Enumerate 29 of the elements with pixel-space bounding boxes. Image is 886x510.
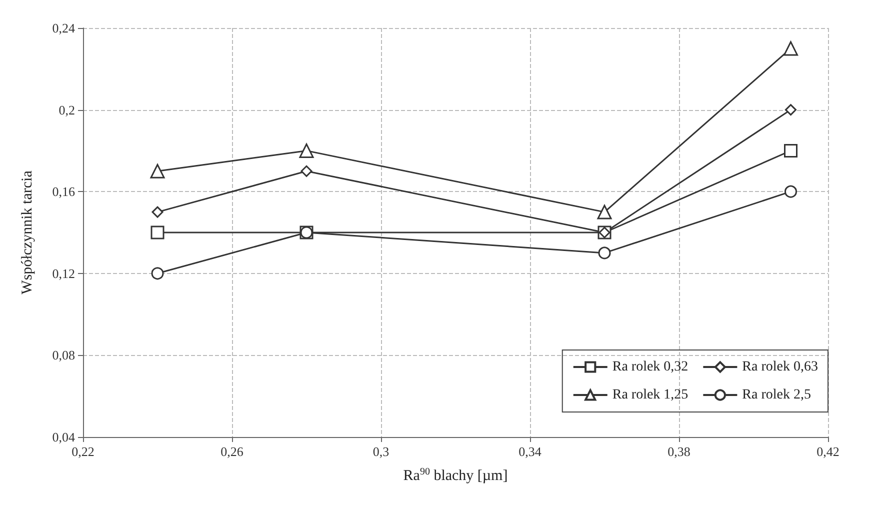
point <box>150 164 165 178</box>
point <box>597 204 612 220</box>
legend-label: Ra rolek 1,25 <box>612 388 688 402</box>
point <box>299 143 314 158</box>
point <box>150 226 164 240</box>
y-tick-label: 0,08 <box>52 348 75 363</box>
legend-label: Ra rolek 0,63 <box>742 360 818 374</box>
x-tick-label: 0,3 <box>372 444 390 459</box>
y-tick-label: 0,12 <box>52 266 75 281</box>
y-tick-label: 0,04 <box>52 430 76 444</box>
x-tick-label: 0,42 <box>816 444 840 459</box>
point <box>784 185 797 198</box>
x-tick-label: 0,22 <box>72 444 94 459</box>
legend-label: Ra rolek 2,5 <box>742 388 812 402</box>
point <box>300 165 312 177</box>
point <box>785 104 796 116</box>
point <box>151 267 164 280</box>
point <box>598 246 611 260</box>
point <box>784 41 798 56</box>
point <box>784 144 798 158</box>
y-tick-label: 0,2 <box>58 102 75 118</box>
point <box>152 206 164 218</box>
y-tick-label: 0,16 <box>52 184 76 200</box>
y-tick-label: 0,24 <box>52 20 76 36</box>
y-axis-title: Współczynnik tarcia <box>20 170 36 294</box>
x-tick-label: 0,26 <box>220 444 244 459</box>
legend-label: Ra rolek 0,32 <box>612 360 688 374</box>
x-tick-label: 0,34 <box>518 444 542 459</box>
x-tick-label: 0,38 <box>668 444 690 459</box>
